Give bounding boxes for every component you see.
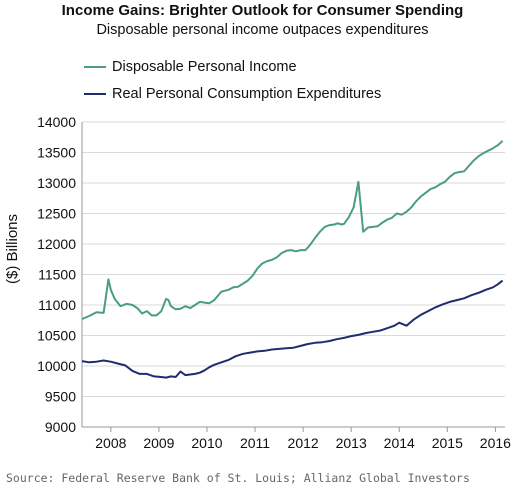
x-tick-label: 2015	[432, 435, 463, 451]
source-note: Source: Federal Reserve Bank of St. Loui…	[6, 471, 470, 485]
y-tick-label: 13000	[37, 175, 76, 191]
x-tick-label: 2009	[143, 435, 174, 451]
x-tick-label: 2016	[480, 435, 511, 451]
y-tick-label: 11500	[38, 267, 76, 283]
y-tick-label: 14000	[37, 114, 76, 130]
legend-item-disposable-income: Disposable Personal Income	[84, 59, 297, 75]
y-axis-label: ($) Billions	[4, 214, 21, 284]
series-line-disposable-income	[81, 140, 504, 320]
legend-swatch-consumption	[84, 93, 106, 96]
y-tick-label: 13500	[37, 145, 76, 161]
legend-item-consumption: Real Personal Consumption Expenditures	[84, 86, 381, 102]
x-tick-label: 2010	[191, 435, 222, 451]
y-tick-label: 12000	[37, 236, 76, 252]
legend-label-disposable-income: Disposable Personal Income	[112, 59, 297, 75]
y-tick-label: 9000	[45, 419, 76, 435]
x-tick-label: 2008	[95, 435, 126, 451]
y-tick-label: 10500	[37, 328, 76, 344]
x-tick-label: 2012	[288, 435, 319, 451]
chart-title: Income Gains: Brighter Outlook for Consu…	[61, 2, 464, 19]
chart-subtitle: Disposable personal income outpaces expe…	[96, 22, 429, 38]
y-tick-label: 10000	[37, 358, 76, 374]
x-tick-label: 2013	[336, 435, 367, 451]
x-tick-label: 2014	[384, 435, 415, 451]
y-tick-label: 11000	[38, 297, 76, 313]
y-tick-label: 9500	[45, 389, 76, 405]
x-tick-label: 2011	[240, 435, 270, 451]
legend-swatch-disposable-income	[84, 66, 106, 69]
series-line-consumption	[81, 279, 504, 379]
legend-label-consumption: Real Personal Consumption Expenditures	[112, 86, 382, 102]
y-tick-label: 12500	[37, 206, 76, 222]
